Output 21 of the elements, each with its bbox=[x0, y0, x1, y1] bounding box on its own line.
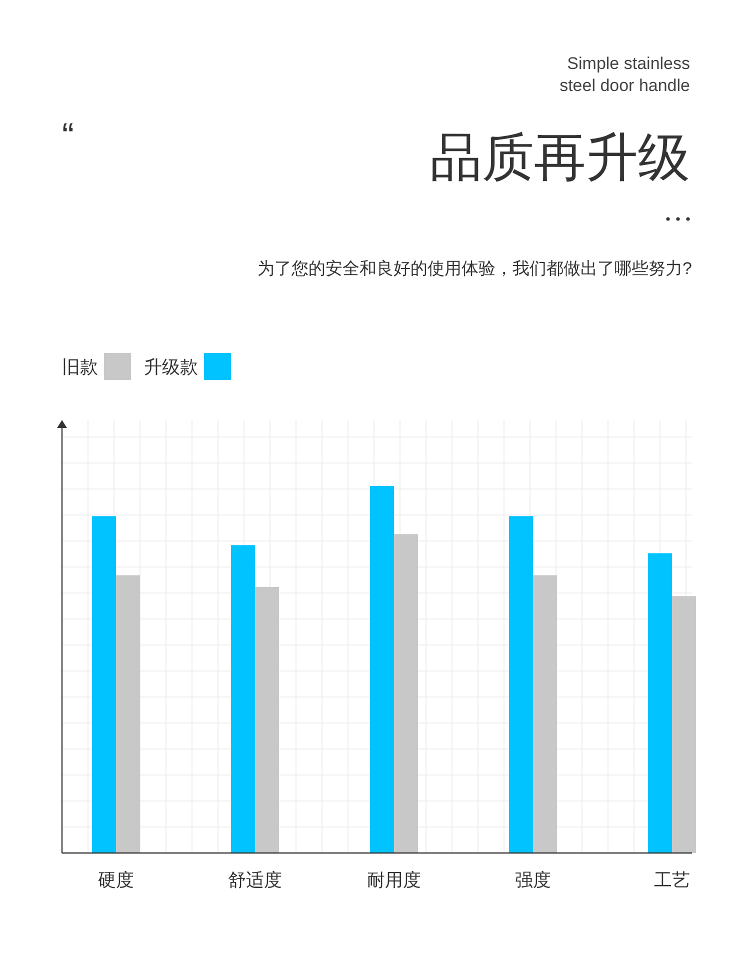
bar bbox=[116, 575, 140, 853]
bar bbox=[648, 553, 672, 853]
text: Simple stainless steel door handle bbox=[560, 54, 690, 95]
bar bbox=[533, 575, 557, 853]
bar bbox=[92, 516, 116, 853]
bar bbox=[231, 545, 255, 853]
bar bbox=[672, 596, 696, 853]
title: 品质再升级 bbox=[430, 129, 690, 187]
xtick: 强度 bbox=[515, 870, 551, 890]
bar bbox=[509, 516, 533, 853]
xtick: 耐用度 bbox=[367, 870, 421, 890]
legend-label: 旧款 bbox=[62, 357, 98, 377]
legend-label: 升级款 bbox=[144, 357, 198, 377]
subtitle: 为了您的安全和良好的使用体验，我们都做出了哪些努力? bbox=[258, 259, 692, 278]
bar bbox=[370, 486, 394, 853]
xtick: 工艺 bbox=[654, 870, 690, 890]
xtick: 硬度 bbox=[98, 870, 134, 890]
bar bbox=[394, 534, 418, 853]
annotation: “ bbox=[62, 115, 74, 156]
xtick: 舒适度 bbox=[228, 870, 282, 890]
bar bbox=[255, 586, 279, 853]
